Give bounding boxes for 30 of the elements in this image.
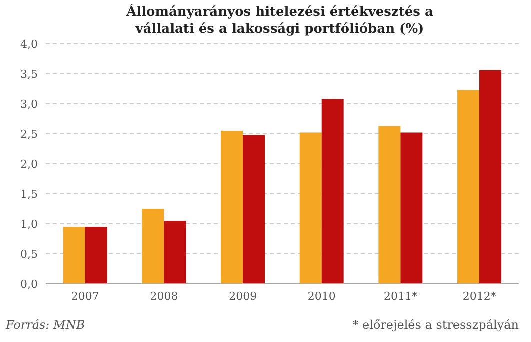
x-tick-label: 2007: [71, 290, 100, 303]
bar: [300, 132, 322, 284]
bar: [164, 221, 186, 284]
chart-title: Állományarányos hitelezési értékvesztés a vállalati és a lakossági portfólióban (%): [126, 4, 434, 38]
y-tick-label: 1,0: [20, 218, 38, 231]
y-tick-label: 0,5: [20, 248, 38, 261]
bar: [85, 227, 108, 284]
y-tick-label: 4,0: [20, 38, 38, 51]
y-tick-label: 0,0: [20, 278, 38, 291]
bar: [400, 132, 423, 284]
text: Forrás: MNB: [6, 318, 86, 332]
x-tick-label: 2011*: [384, 290, 418, 303]
y-tick-label: 2,5: [20, 128, 38, 141]
bar: [322, 99, 344, 284]
x-tick-label: 2010: [308, 290, 336, 303]
bar: [142, 209, 164, 284]
bar: [63, 227, 86, 284]
y-tick-label: 3,5: [20, 68, 38, 81]
bar: [378, 126, 401, 284]
x-tick-label: 2009: [229, 290, 258, 303]
text: * előrejelés a stresszpályán: [352, 318, 519, 332]
y-tick-label: 2,0: [20, 158, 38, 171]
y-tick-label: 1,5: [20, 188, 38, 201]
bar: [243, 135, 266, 284]
bar: [458, 90, 480, 284]
x-tick-label: 2012*: [462, 290, 497, 303]
x-tick-label: 2008: [150, 290, 178, 303]
bar: [221, 131, 244, 284]
bar: [480, 70, 502, 284]
y-tick-label: 3,0: [20, 98, 38, 111]
